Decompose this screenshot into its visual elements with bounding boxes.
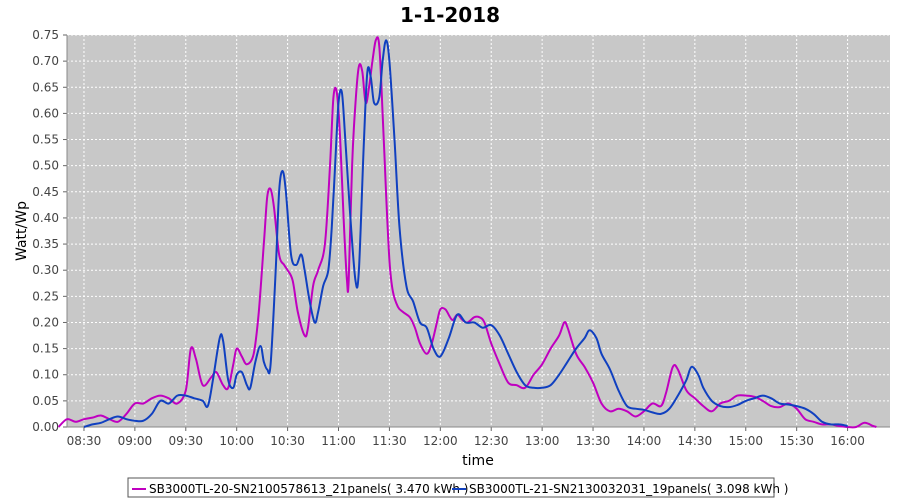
legend-item-1: SB3000TL-20-SN2100578613_21panels( 3.470… (149, 482, 468, 496)
y-tick-label: 0.05 (32, 394, 59, 408)
x-axis-label: time (462, 453, 494, 469)
series-line-2 (83, 39, 848, 428)
y-tick-label: 0.25 (32, 289, 59, 303)
y-tick-label: 0.15 (32, 342, 59, 356)
y-tick-label: 0.60 (32, 106, 59, 120)
x-tick-label: 08:30 (67, 434, 102, 448)
y-tick-label: 0.40 (32, 211, 59, 225)
x-tick-label: 15:30 (779, 434, 814, 448)
x-tick-label: 13:00 (525, 434, 560, 448)
series-line-1 (57, 36, 877, 429)
y-tick-label: 0.45 (32, 185, 59, 199)
legend-item-2: SB3000TL-21-SN2130032031_19panels( 3.098… (469, 482, 788, 496)
x-tick-label: 14:30 (678, 434, 713, 448)
y-axis-label: Watt/Wp (14, 201, 30, 261)
y-tick-label: 0.10 (32, 368, 59, 382)
y-tick-label: 0.55 (32, 133, 59, 147)
x-tick-label: 12:00 (423, 434, 458, 448)
x-tick-label: 12:30 (474, 434, 509, 448)
x-tick-label: 16:00 (830, 434, 865, 448)
x-tick-label: 14:00 (627, 434, 662, 448)
x-tick-label: 09:00 (118, 434, 153, 448)
x-tick-label: 09:30 (168, 434, 203, 448)
axes: 0.00 0.05 0.10 0.15 0.20 0.25 0.30 0.35 0.40 0.45… (32, 28, 890, 448)
x-tick-label: 15:00 (728, 434, 763, 448)
y-tick-label: 0.70 (32, 54, 59, 68)
series-lines (57, 36, 877, 429)
x-tick-label: 11:00 (321, 434, 356, 448)
legend-box (127, 477, 775, 498)
grid-lines (67, 34, 890, 428)
x-tick-label: 13:30 (576, 434, 611, 448)
y-tick-label: 0.50 (32, 159, 59, 173)
chart-title: 1-1-2018 (400, 3, 500, 27)
y-tick-label: 0.30 (32, 263, 59, 277)
x-tick-label: 11:30 (372, 434, 407, 448)
x-tick-label: 10:30 (270, 434, 305, 448)
y-tick-label: 0.75 (32, 28, 59, 42)
y-tick-label: 0.35 (32, 237, 59, 251)
x-tick-label: 10:00 (219, 434, 254, 448)
y-tick-label: 0.20 (32, 315, 59, 329)
y-tick-label: 0.00 (32, 420, 59, 434)
legend: SB3000TL-20-SN2100578613_21panels( 3.470… (127, 477, 788, 498)
y-tick-label: 0.65 (32, 80, 59, 94)
plot-area (67, 35, 890, 427)
